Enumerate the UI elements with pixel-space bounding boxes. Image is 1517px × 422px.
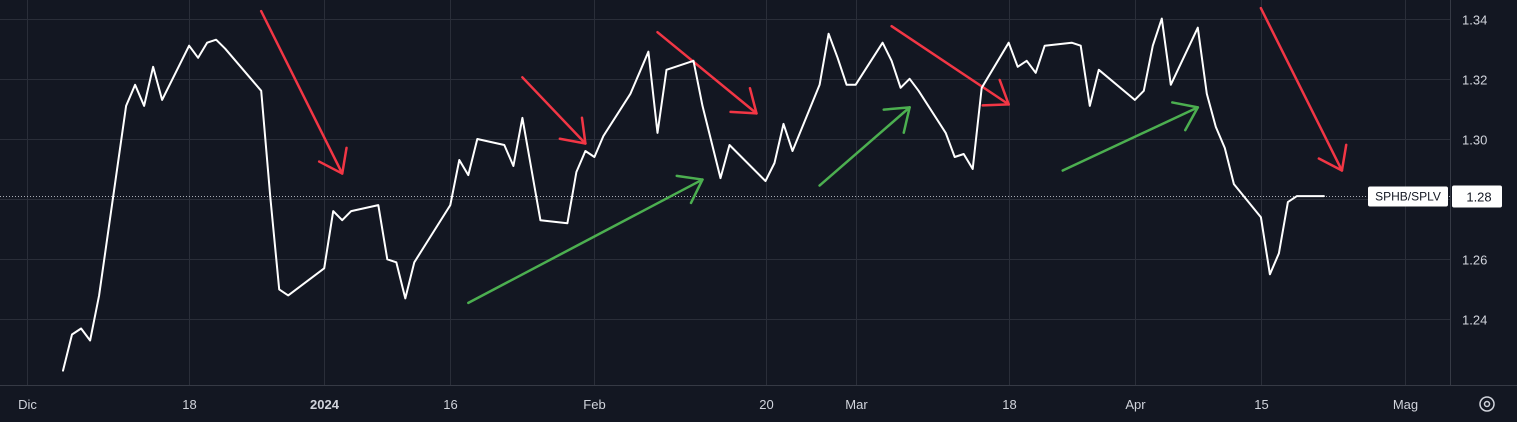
grid-layer — [0, 0, 1450, 385]
down-trend-arrow — [656, 30, 758, 115]
up-trend-arrow — [467, 174, 704, 305]
series-label-tag[interactable]: SPHB/SPLV — [1368, 186, 1448, 207]
x-tick-label: Mar — [845, 397, 868, 412]
last-value-tag-bg — [1452, 185, 1502, 208]
x-tick-label: 20 — [759, 397, 773, 412]
series-line-sphb-splv — [62, 17, 1325, 372]
gear-icon-outer — [1479, 396, 1495, 412]
y-tick-label: 1.26 — [1462, 253, 1487, 268]
y-tick-label: 1.30 — [1462, 133, 1487, 148]
down-trend-arrow — [890, 24, 1010, 107]
x-tick-label: 18 — [182, 397, 196, 412]
y-tick-label: 1.24 — [1462, 313, 1487, 328]
x-tick-label: Mag — [1393, 397, 1418, 412]
x-tick-label: 2024 — [310, 397, 340, 412]
settings-gear-icon[interactable] — [1479, 396, 1495, 412]
x-tick-label: 15 — [1254, 397, 1268, 412]
axis-layer — [0, 0, 1517, 386]
trend-arrows — [259, 6, 1348, 305]
x-tick-label: 18 — [1002, 397, 1016, 412]
y-tick-label: 1.34 — [1462, 13, 1487, 28]
x-tick-label: 16 — [443, 397, 457, 412]
last-value-tag: 1.28 — [1452, 185, 1502, 208]
y-tick-label: 1.32 — [1462, 73, 1487, 88]
down-trend-arrow — [259, 9, 348, 175]
x-tick-label: Dic — [18, 397, 37, 412]
last-value-text: 1.28 — [1466, 190, 1491, 205]
x-tick-label: Feb — [583, 397, 605, 412]
up-trend-arrow — [1061, 101, 1200, 172]
down-trend-arrow — [521, 76, 587, 145]
up-trend-arrow — [818, 106, 911, 187]
series-label-text: SPHB/SPLV — [1375, 190, 1441, 204]
x-tick-label: Apr — [1125, 397, 1146, 412]
down-trend-arrow — [1259, 6, 1348, 172]
series-label-tag-bg — [1368, 186, 1448, 207]
x-tick-labels: Dic 18 2024 16 Feb 20 Mar 18 Apr 15 Mag — [18, 397, 1418, 412]
gear-icon-inner — [1483, 400, 1491, 408]
